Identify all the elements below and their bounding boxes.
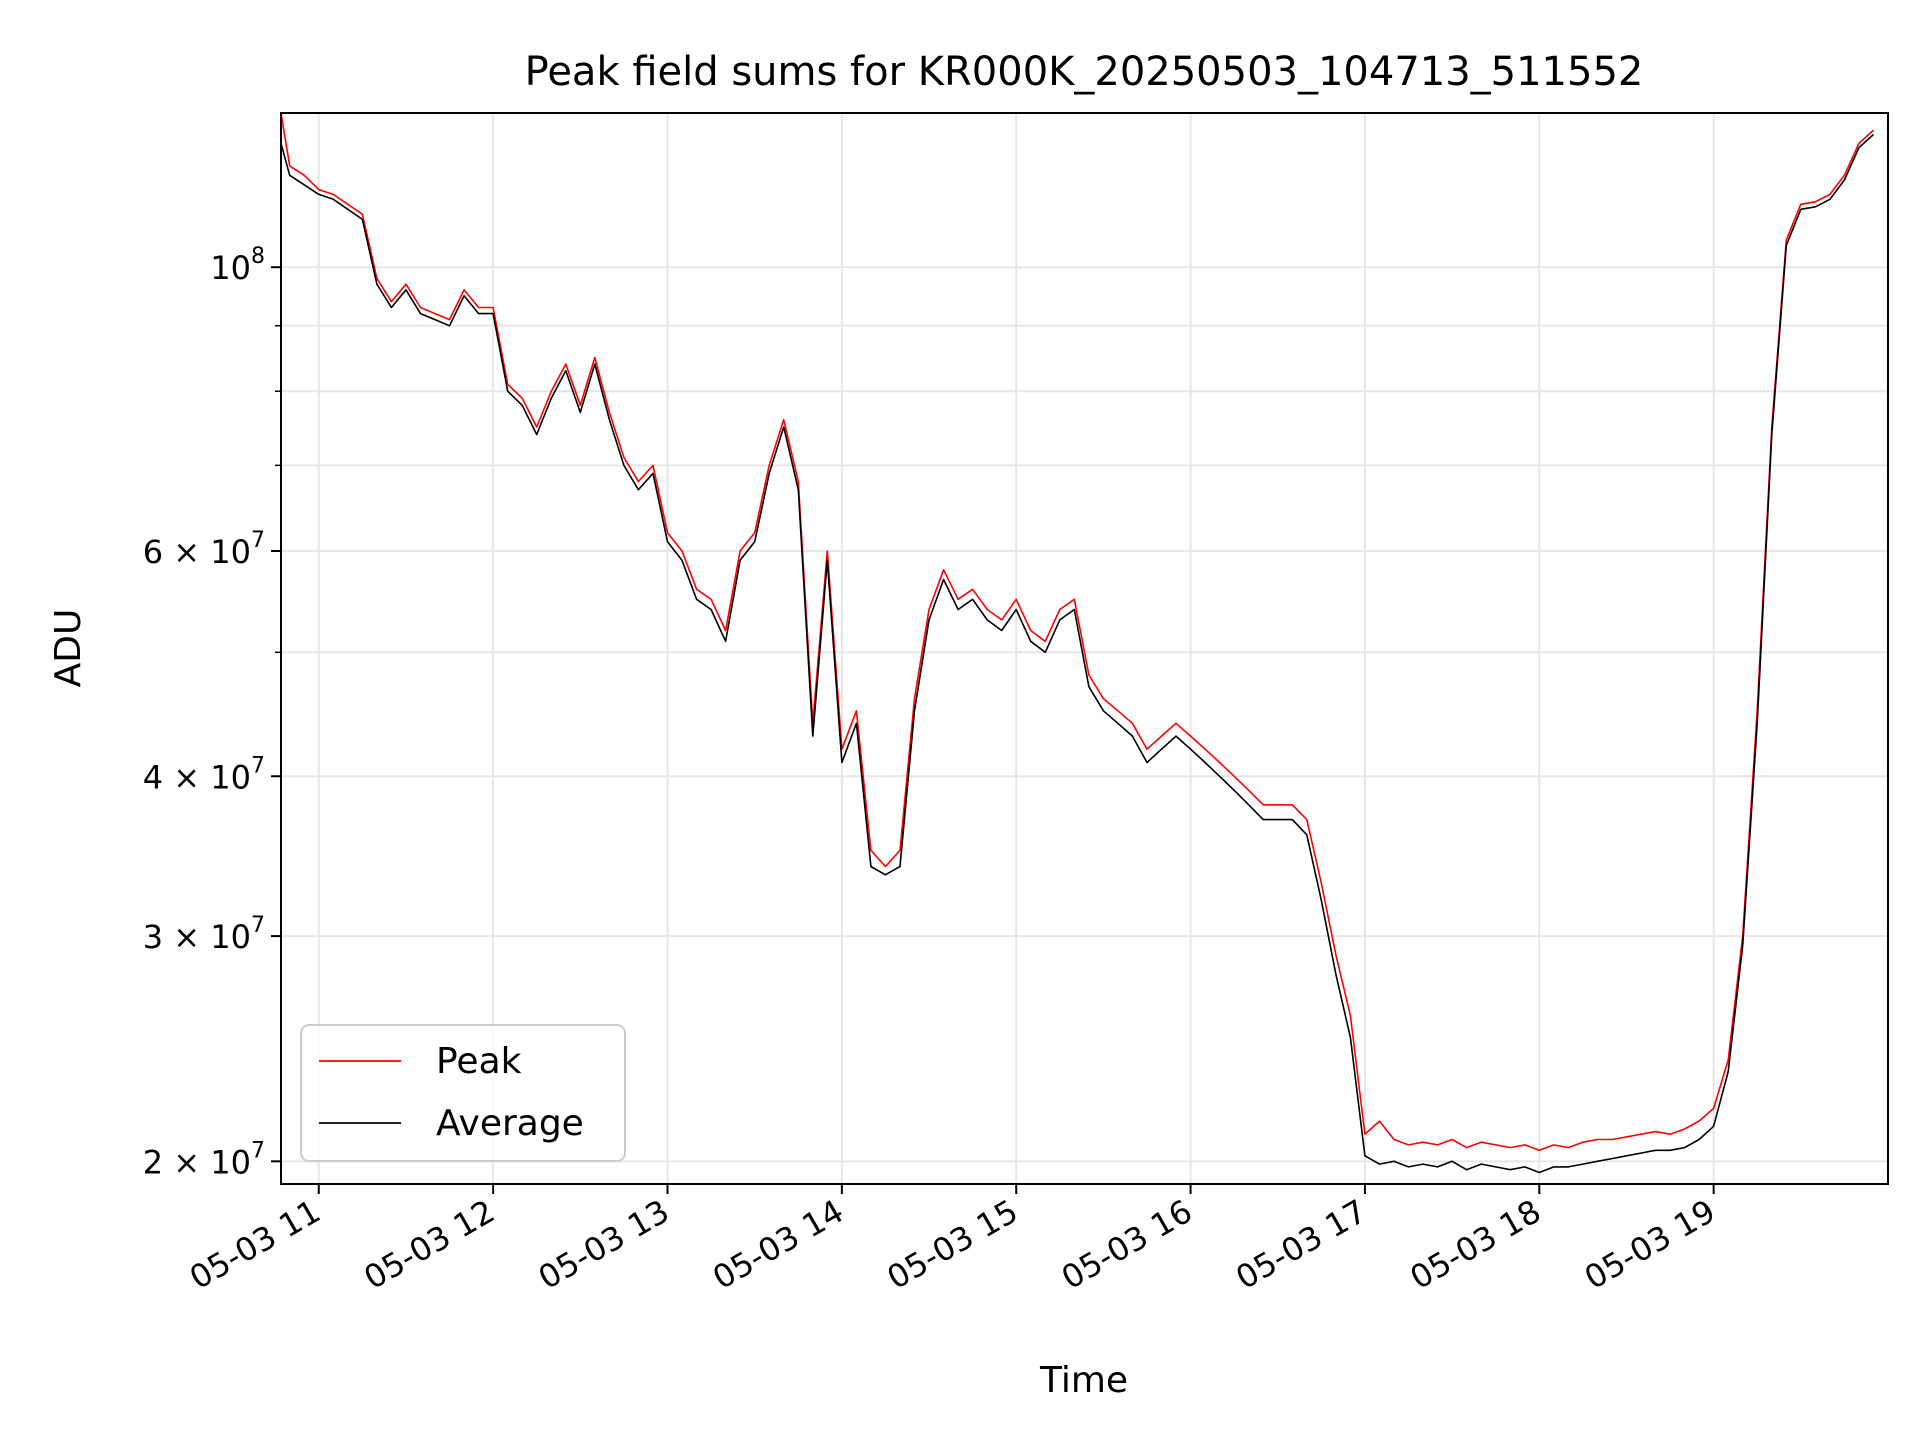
y-tick-exponent: 8 [251,244,265,269]
y-tick-exponent: 7 [251,753,265,778]
legend: Peak Average [300,1024,626,1162]
legend-box [300,1024,626,1162]
legend-label-average: Average [436,1103,584,1144]
series-layer [280,112,1875,1174]
x-axis-label: Time [1039,1360,1128,1401]
y-tick-label: 6 × 10 [143,533,251,571]
y-tick-exponent: 7 [251,913,265,938]
legend-label-peak: Peak [436,1041,522,1082]
series-line-average [280,133,1875,1174]
y-tick-exponent: 7 [251,528,265,553]
y-tick-label: 10 [210,249,251,287]
y-tick-label: 3 × 10 [143,918,251,956]
y-axis: 10 86 × 10 74 × 10 73 × 10 72 × 10 7 [143,244,281,1181]
y-tick-label: 4 × 10 [143,758,251,796]
y-axis-label: ADU [48,609,89,688]
grid [281,113,1888,1184]
y-tick-label: 2 × 10 [143,1143,251,1181]
series-line-peak [280,112,1875,1152]
y-tick-exponent: 7 [251,1138,265,1163]
chart-title: Peak field sums for KR000K_20250503_1047… [525,49,1644,95]
plot-frame [280,112,1889,1185]
